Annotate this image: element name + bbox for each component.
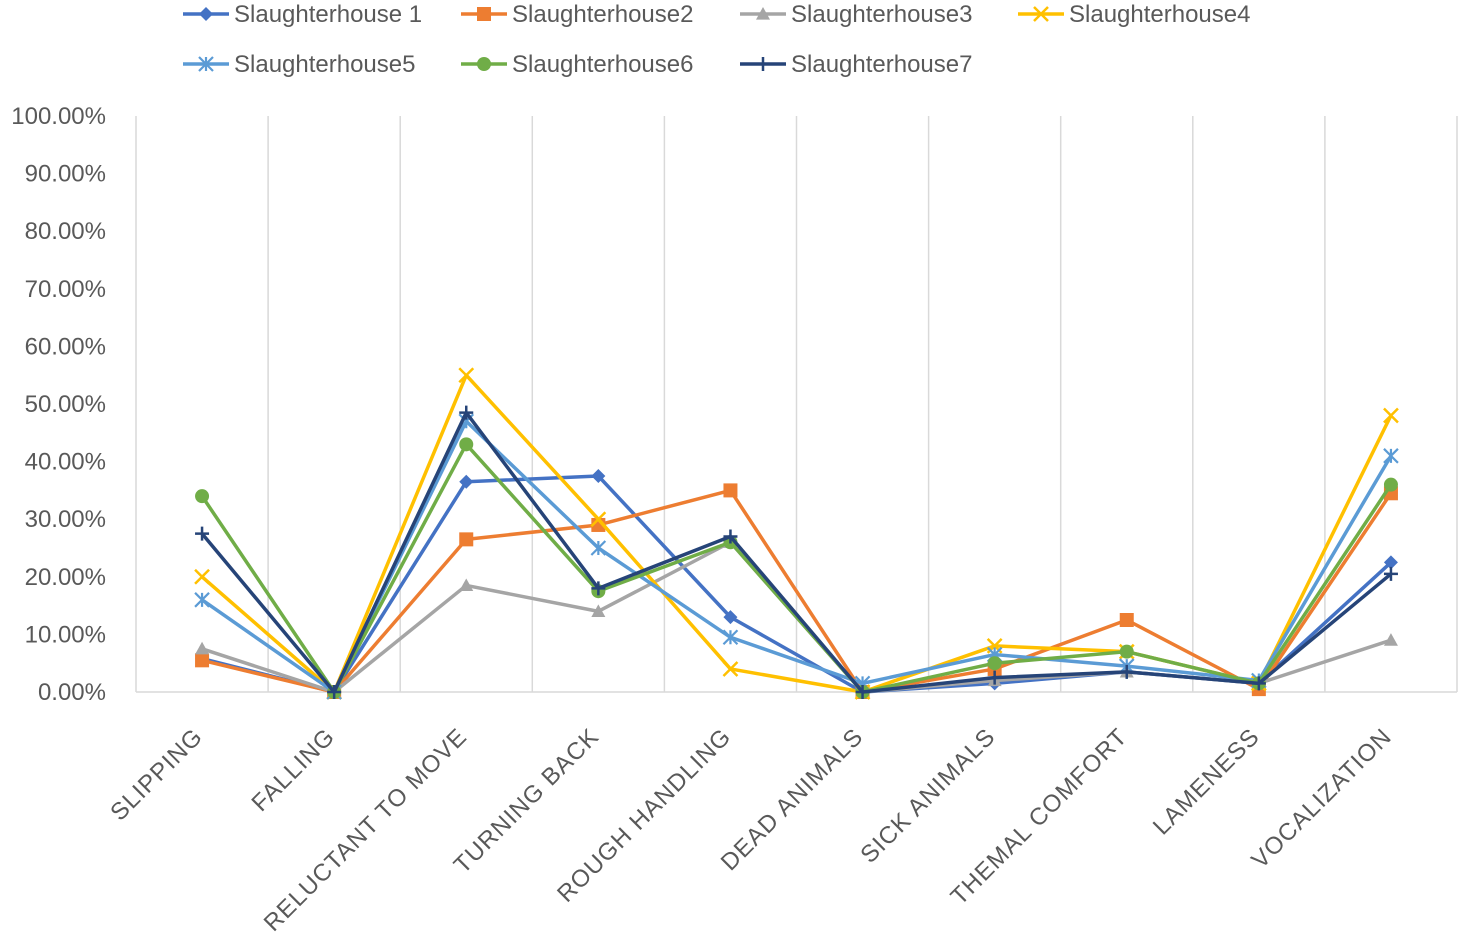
data-point xyxy=(194,592,210,608)
data-point xyxy=(1119,644,1134,659)
legend-marker xyxy=(1033,6,1049,22)
gridlines xyxy=(135,116,1458,693)
data-point xyxy=(458,367,475,384)
data-point xyxy=(1383,448,1399,464)
legend-marker xyxy=(477,7,491,21)
series-line xyxy=(200,410,1393,694)
legend-item: Slaughterhouse6 xyxy=(461,51,693,78)
legend-label: Slaughterhouse4 xyxy=(1069,1,1250,28)
legend-item: Slaughterhouse3 xyxy=(740,1,972,28)
y-tick-label: 50.00% xyxy=(25,391,106,418)
legend-label: Slaughterhouse3 xyxy=(791,1,972,28)
legend-item: Slaughterhouse 1 xyxy=(183,1,422,28)
data-point xyxy=(987,656,1002,671)
data-point xyxy=(722,661,739,677)
legend-marker xyxy=(199,7,213,21)
data-point xyxy=(459,437,474,452)
legend-marker xyxy=(477,57,491,71)
y-tick-label: 20.00% xyxy=(25,564,106,591)
data-point xyxy=(590,540,607,556)
y-tick-label: 90.00% xyxy=(25,161,106,188)
data-point xyxy=(722,629,739,646)
x-category-label: TURNING BACK xyxy=(449,723,605,879)
y-tick-label: 0.00% xyxy=(38,679,106,706)
series-line xyxy=(200,442,1393,694)
legend-item: Slaughterhouse7 xyxy=(740,51,972,78)
data-point xyxy=(590,511,607,528)
data-point xyxy=(195,489,210,504)
data-point xyxy=(1383,477,1398,492)
data-point xyxy=(591,581,606,596)
legend-item: Slaughterhouse4 xyxy=(1018,1,1250,28)
x-category-label: LAMENESS xyxy=(1148,723,1265,840)
series-lines xyxy=(194,367,1399,700)
data-point xyxy=(194,568,210,585)
series-7 xyxy=(195,405,1398,699)
y-tick-label: 60.00% xyxy=(25,333,106,360)
legend-item: Slaughterhouse2 xyxy=(461,1,693,28)
legend-label: Slaughterhouse7 xyxy=(791,51,972,78)
data-point xyxy=(195,641,210,655)
series-line xyxy=(201,488,1393,694)
y-tick-label: 70.00% xyxy=(25,276,106,303)
data-point xyxy=(1119,664,1134,679)
data-point xyxy=(459,405,474,420)
y-tick-label: 30.00% xyxy=(25,506,106,533)
x-category-label: SICK ANIMALS xyxy=(855,723,1000,868)
data-point xyxy=(1251,676,1266,691)
x-category-label: SLIPPING xyxy=(105,723,208,826)
legend-label: Slaughterhouse2 xyxy=(512,1,693,28)
data-point xyxy=(195,526,210,541)
data-point xyxy=(723,610,738,625)
legend-marker xyxy=(198,56,214,72)
legend: Slaughterhouse 1 Slaughterhouse2 Slaughter… xyxy=(183,1,1250,78)
data-point xyxy=(1383,633,1398,646)
y-tick-label: 80.00% xyxy=(25,218,106,245)
x-category-label: DEAD ANIMALS xyxy=(716,723,869,876)
data-point xyxy=(1383,566,1398,581)
y-tick-label: 40.00% xyxy=(25,449,106,476)
data-point xyxy=(459,474,474,489)
data-point xyxy=(987,670,1002,685)
legend-label: Slaughterhouse 1 xyxy=(234,1,422,28)
data-point xyxy=(855,685,870,699)
data-point xyxy=(459,532,474,547)
data-point xyxy=(327,685,342,699)
data-point xyxy=(723,529,738,544)
data-point xyxy=(195,653,210,668)
y-axis-tick-labels: 0.00% 10.00% 20.00% 30.00% 40.00% 50.00% 60.00… xyxy=(11,103,106,706)
y-tick-label: 100.00% xyxy=(11,103,106,130)
series-line xyxy=(201,419,1393,694)
legend-marker xyxy=(756,57,770,71)
data-point xyxy=(723,483,738,498)
data-point xyxy=(591,604,606,617)
y-tick-label: 10.00% xyxy=(25,621,106,648)
data-point xyxy=(1383,407,1399,424)
data-point xyxy=(459,578,474,592)
x-category-label: VOCALIZATION xyxy=(1246,723,1397,874)
data-point xyxy=(591,469,606,483)
legend-label: Slaughterhouse5 xyxy=(234,51,415,78)
legend-item: Slaughterhouse5 xyxy=(183,51,415,78)
x-category-label: FALLING xyxy=(247,723,341,817)
legend-marker xyxy=(756,7,770,20)
data-point xyxy=(1383,555,1398,570)
legend-label: Slaughterhouse6 xyxy=(512,51,693,78)
data-point xyxy=(1119,613,1134,627)
